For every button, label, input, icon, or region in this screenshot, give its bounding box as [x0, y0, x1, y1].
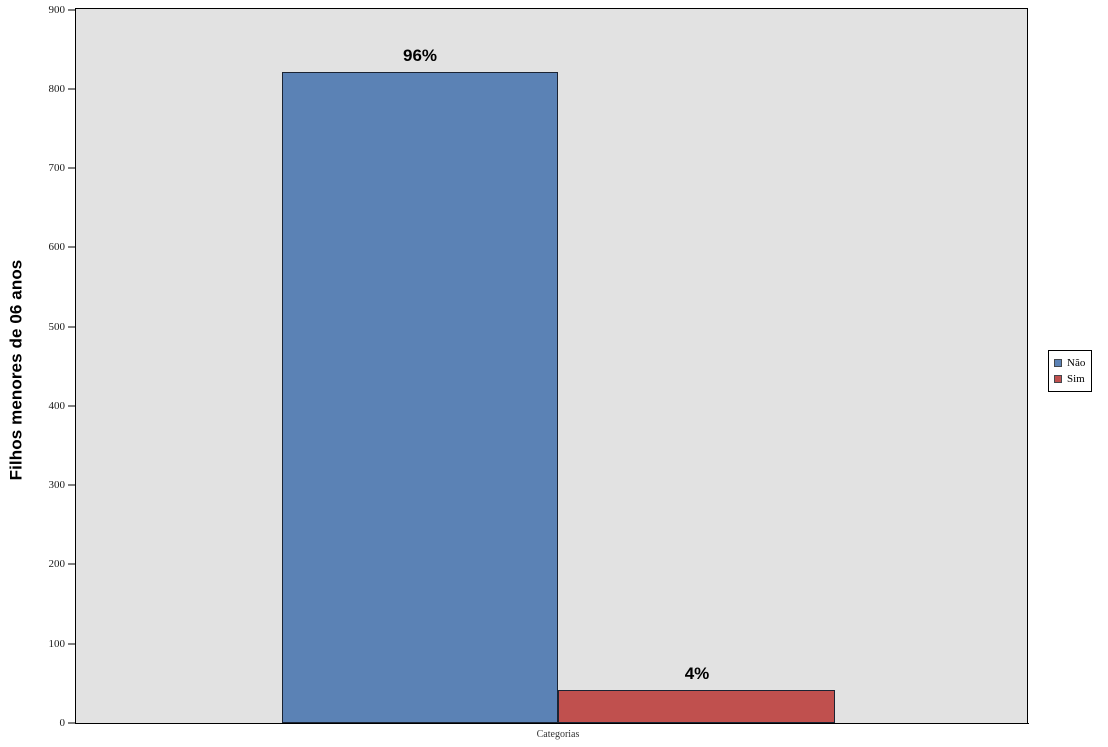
- y-tick-mark: [68, 246, 75, 248]
- bar-nao[interactable]: [282, 72, 558, 723]
- y-tick-mark: [68, 643, 75, 645]
- bar-label-nao: 96%: [402, 46, 438, 65]
- y-tick-mark: [68, 405, 75, 407]
- y-tick-label: 900: [48, 4, 66, 16]
- y-tick-mark: [68, 326, 75, 328]
- legend-label-sim: Sim: [1067, 373, 1085, 385]
- y-tick-label: 800: [48, 83, 66, 95]
- y-tick-label: 600: [48, 241, 66, 253]
- x-axis-line: [75, 723, 1029, 724]
- y-tick-label: 0: [59, 717, 66, 729]
- y-tick-label: 400: [48, 400, 66, 412]
- legend-label-nao: Não: [1067, 357, 1086, 369]
- y-tick-mark: [68, 484, 75, 486]
- y-axis: 900 800 700 600 500 400 300 200 100 0: [0, 0, 75, 747]
- bar-label-sim: 4%: [684, 664, 710, 683]
- y-tick-label: 100: [48, 638, 66, 650]
- y-tick-mark: [68, 88, 75, 90]
- y-tick-label: 700: [48, 162, 66, 174]
- legend-item-nao[interactable]: Não: [1054, 355, 1085, 371]
- y-tick-mark: [68, 9, 75, 11]
- legend-swatch-icon: [1054, 359, 1062, 367]
- plot-area: [75, 8, 1028, 723]
- legend-item-sim[interactable]: Sim: [1054, 371, 1085, 387]
- y-axis-line: [75, 8, 76, 724]
- legend: Não Sim: [1048, 350, 1093, 392]
- y-tick-mark: [68, 563, 75, 565]
- y-tick-label: 300: [48, 479, 66, 491]
- legend-swatch-icon: [1054, 375, 1062, 383]
- y-tick-label: 200: [48, 558, 66, 570]
- y-tick-mark: [68, 722, 75, 724]
- y-tick-mark: [68, 167, 75, 169]
- bar-sim[interactable]: [558, 690, 835, 723]
- y-tick-label: 500: [48, 321, 66, 333]
- x-axis-title: Categorias: [536, 729, 580, 740]
